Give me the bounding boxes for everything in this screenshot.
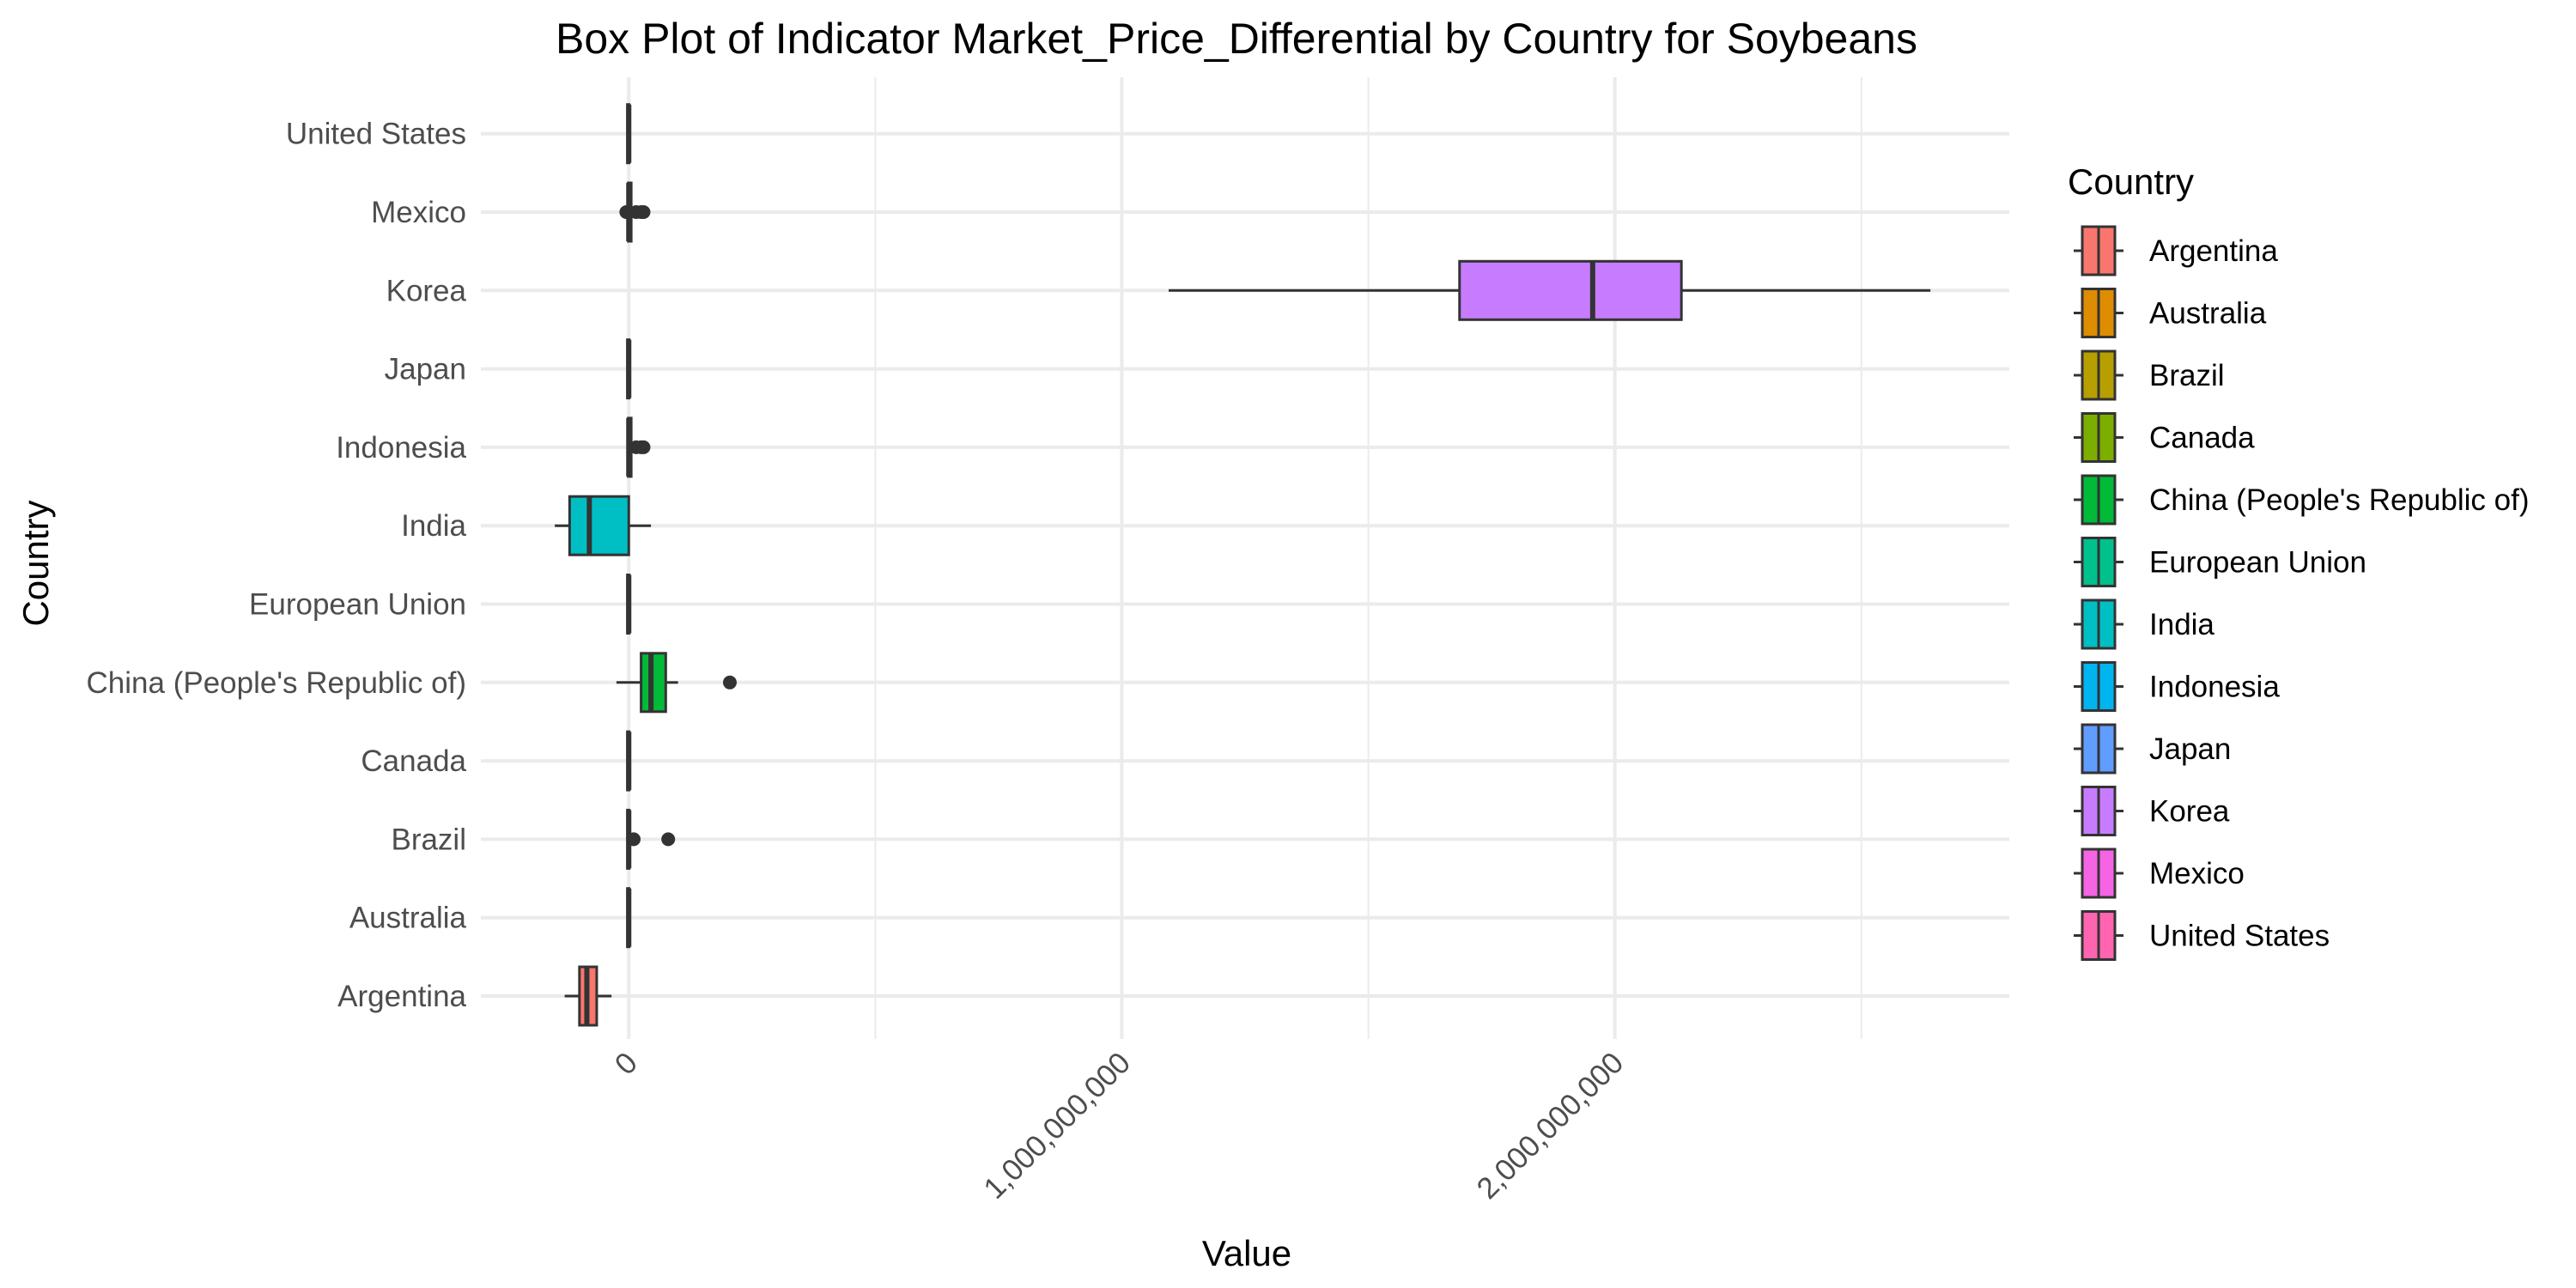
legend-label: European Union [2149, 546, 2366, 580]
box-india [555, 495, 652, 556]
x-tick-label: 1,000,000,000 [977, 1046, 1137, 1206]
legend-label: India [2149, 608, 2215, 641]
legend-item: European Union [2074, 537, 2366, 587]
y-tick-label: India [401, 509, 466, 543]
box-iqr [1458, 259, 1683, 321]
y-tick-label: Korea [386, 274, 467, 307]
legend-label: United States [2149, 920, 2330, 953]
legend-item: United States [2074, 910, 2330, 961]
legend-label: Korea [2149, 795, 2230, 829]
legend-item: Brazil [2074, 349, 2225, 401]
y-tick-label: Brazil [391, 823, 466, 856]
box-china-people-s-republic-of [616, 652, 737, 714]
x-tick-label: 0 [609, 1046, 644, 1081]
legend-item: Argentina [2074, 225, 2278, 276]
legend-label: Canada [2149, 422, 2255, 455]
grid [481, 77, 2009, 1039]
y-tick-label: Japan [385, 353, 466, 386]
outlier-point [722, 675, 737, 690]
y-tick-label: European Union [249, 588, 466, 622]
outlier-point [636, 440, 651, 454]
y-tick-label: Canada [361, 744, 466, 778]
box-iqr [568, 495, 630, 556]
legend-item: Korea [2074, 786, 2230, 836]
legend-label: China (People's Republic of) [2149, 483, 2529, 517]
legend-item: Australia [2074, 288, 2267, 338]
legend-label: Indonesia [2149, 671, 2280, 704]
x-axis-title: Value [1202, 1233, 1291, 1273]
y-tick-label: Australia [349, 902, 467, 935]
y-tick-label: Argentina [337, 980, 466, 1013]
legend-item: Mexico [2074, 848, 2245, 899]
box-european-union [626, 574, 632, 635]
y-axis-ticks: Argentina Australia Brazil Canada China (Peo… [87, 118, 467, 1013]
box-argentina [564, 965, 612, 1027]
plot-area [555, 103, 1931, 1027]
box-japan [626, 338, 632, 400]
y-tick-label: Mexico [371, 196, 466, 229]
legend-items: Argentina Australia Brazil Canada China (Peo… [2074, 225, 2529, 961]
box-mexico [619, 181, 651, 243]
box-united-states [626, 103, 632, 165]
outlier-point [636, 205, 651, 219]
legend-title: Country [2068, 161, 2194, 202]
legend-label: Mexico [2149, 857, 2245, 890]
y-tick-label: Indonesia [336, 431, 466, 465]
legend-item: Japan [2074, 723, 2231, 775]
legend-label: Australia [2149, 297, 2267, 331]
box-australia [626, 887, 632, 949]
box-indonesia [626, 416, 651, 478]
legend-item: Canada [2074, 412, 2255, 463]
legend-item: China (People's Republic of) [2074, 474, 2529, 526]
chart-title: Box Plot of Indicator Market_Price_Diffe… [556, 15, 1917, 63]
outlier-point [627, 832, 641, 847]
outlier-point [661, 832, 676, 847]
box-canada [626, 730, 632, 792]
legend-item: India [2074, 598, 2215, 650]
legend-label: Brazil [2149, 359, 2225, 392]
box-korea [1169, 259, 1931, 321]
x-axis-ticks: 0 1,000,000,000 2,000,000,000 [609, 1046, 1631, 1206]
legend-label: Argentina [2149, 234, 2278, 268]
legend-item: Indonesia [2074, 661, 2280, 712]
legend-label: Japan [2149, 732, 2231, 766]
box-brazil [626, 808, 676, 870]
legend: Country Argentina Australia Brazil Canada Ch… [2068, 161, 2529, 961]
y-tick-label: United States [286, 118, 466, 151]
x-tick-label: 2,000,000,000 [1470, 1046, 1630, 1206]
y-tick-label: China (People's Republic of) [87, 666, 466, 700]
outlier-point [619, 205, 634, 219]
y-axis-title: Country [15, 500, 56, 626]
